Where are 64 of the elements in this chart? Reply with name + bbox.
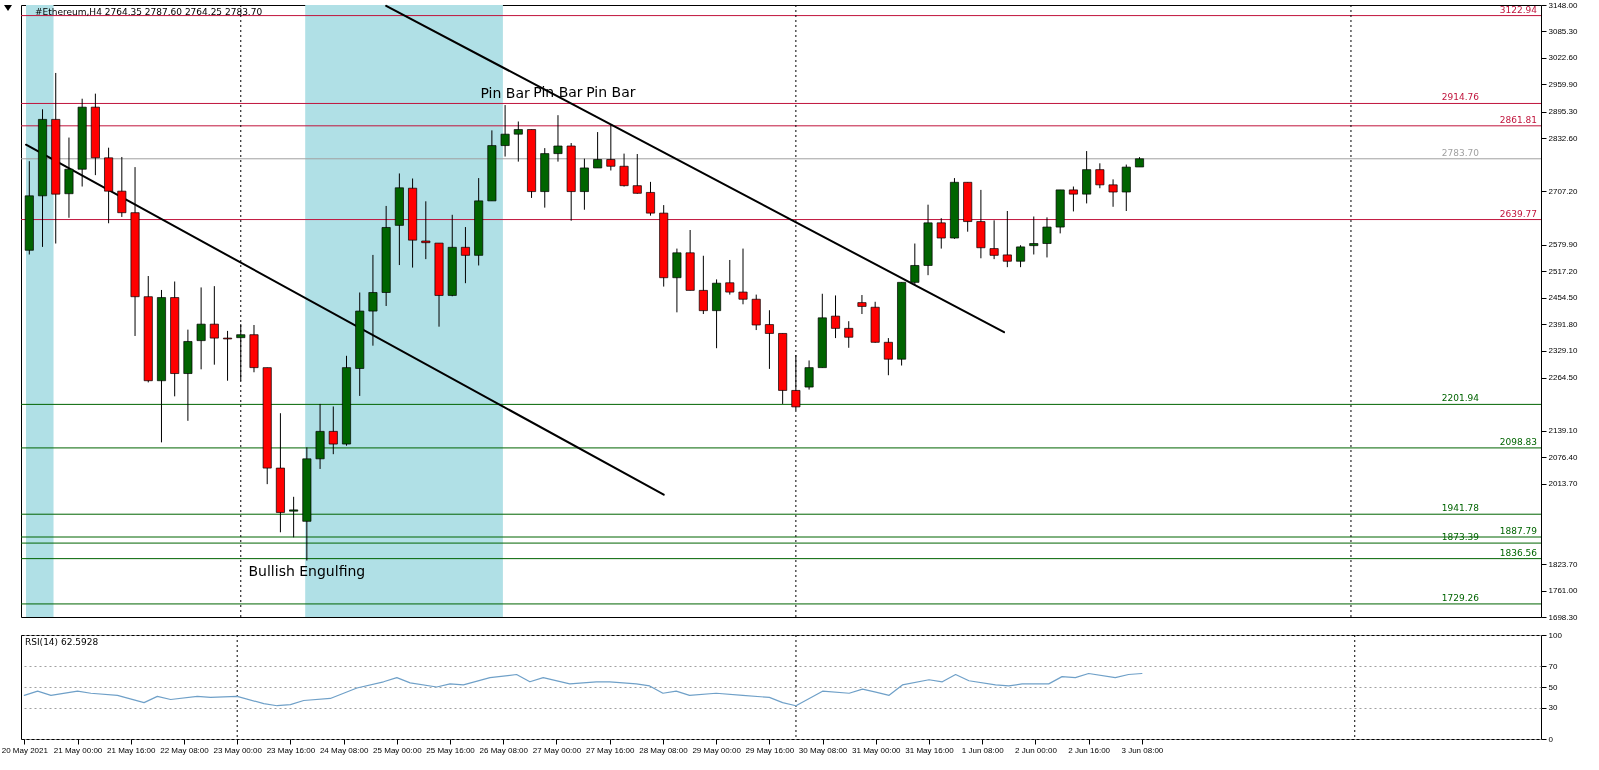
y-tick-label: 2391.80 xyxy=(1548,319,1578,329)
y-tick-label: 70 xyxy=(1548,661,1558,671)
x-tick-label: 28 May 08:00 xyxy=(639,745,689,755)
x-tick-label: 2 Jun 00:00 xyxy=(1015,745,1058,755)
ref-line-label: 1941.78 xyxy=(1441,503,1480,514)
y-tick-label: 2832.60 xyxy=(1548,133,1578,143)
ref-line-label: 1729.26 xyxy=(1441,592,1480,603)
ref-line-label: 1887.79 xyxy=(1499,526,1538,537)
y-tick-label: 30 xyxy=(1548,703,1558,713)
ref-line-label: 2861.81 xyxy=(1499,114,1537,125)
ref-line-label: 2914.76 xyxy=(1441,92,1480,103)
y-tick-label: 2329.10 xyxy=(1548,346,1578,356)
ref-line-label: 2639.77 xyxy=(1499,208,1537,219)
y-tick-label: 2895.30 xyxy=(1548,107,1578,117)
x-tick-label: 21 May 00:00 xyxy=(53,745,103,755)
y-tick-label: 0 xyxy=(1548,734,1554,744)
y-tick-label: 2579.90 xyxy=(1548,240,1578,250)
annotation: Bullish Engulfing xyxy=(248,562,366,579)
ref-line-label: 2098.83 xyxy=(1499,436,1537,447)
y-tick-label: 2454.50 xyxy=(1548,293,1578,303)
annotation: Pin Bar xyxy=(533,84,583,101)
y-tick-label: 100 xyxy=(1548,630,1563,640)
x-tick-label: 30 May 08:00 xyxy=(798,745,848,755)
y-tick-label: 2707.20 xyxy=(1548,186,1578,196)
x-tick-label: 29 May 00:00 xyxy=(692,745,742,755)
x-tick-label: 1 Jun 08:00 xyxy=(961,745,1005,755)
ref-line-label: 2783.70 xyxy=(1441,147,1480,158)
x-tick-label: 27 May 16:00 xyxy=(585,745,635,755)
y-tick-label: 2013.70 xyxy=(1548,479,1578,489)
y-tick-label: 1698.30 xyxy=(1548,612,1578,622)
x-tick-label: 29 May 16:00 xyxy=(745,745,795,755)
y-tick-label: 3022.60 xyxy=(1548,53,1578,63)
chart-title: RSI(14) 62.5928 xyxy=(25,637,99,647)
y-tick-label: 3148.00 xyxy=(1548,0,1578,10)
x-tick-label: 3 Jun 08:00 xyxy=(1121,745,1164,755)
x-tick-label: 31 May 00:00 xyxy=(852,745,902,755)
ref-line-label: 2201.94 xyxy=(1441,393,1480,404)
annotation: Pin Bar xyxy=(480,85,530,102)
chart-title: #Ethereum,H4 2764.35 2787.60 2764.25 2783.70 xyxy=(35,7,263,17)
y-tick-label: 2264.50 xyxy=(1548,373,1578,383)
annotation: Pin Bar xyxy=(586,84,636,101)
x-tick-label: 24 May 08:00 xyxy=(319,745,369,755)
x-tick-label: 23 May 00:00 xyxy=(213,745,263,755)
y-tick-label: 2517.20 xyxy=(1548,266,1578,276)
x-tick-label: 20 May 2021 xyxy=(1,745,49,755)
x-tick-label: 21 May 16:00 xyxy=(107,745,157,755)
ref-line-label: 3122.94 xyxy=(1499,4,1538,15)
y-tick-label: 1761.00 xyxy=(1548,586,1578,596)
x-tick-label: 26 May 08:00 xyxy=(479,745,529,755)
x-tick-label: 25 May 16:00 xyxy=(426,745,476,755)
x-tick-label: 23 May 16:00 xyxy=(266,745,316,755)
y-tick-label: 1823.70 xyxy=(1548,559,1578,569)
y-tick-label: 2959.90 xyxy=(1548,79,1578,89)
x-tick-label: 2 Jun 16:00 xyxy=(1068,745,1111,755)
y-tick-label: 3085.30 xyxy=(1548,26,1578,36)
y-tick-label: 50 xyxy=(1548,682,1558,692)
y-tick-label: 2076.40 xyxy=(1548,452,1578,462)
x-tick-label: 22 May 08:00 xyxy=(160,745,210,755)
x-tick-label: 25 May 00:00 xyxy=(373,745,423,755)
ref-line-label: 1836.56 xyxy=(1499,547,1538,558)
x-tick-label: 27 May 00:00 xyxy=(532,745,582,755)
ref-line-label: 1873.39 xyxy=(1441,532,1480,543)
y-tick-label: 2139.10 xyxy=(1548,426,1578,436)
x-tick-label: 31 May 16:00 xyxy=(905,745,955,755)
